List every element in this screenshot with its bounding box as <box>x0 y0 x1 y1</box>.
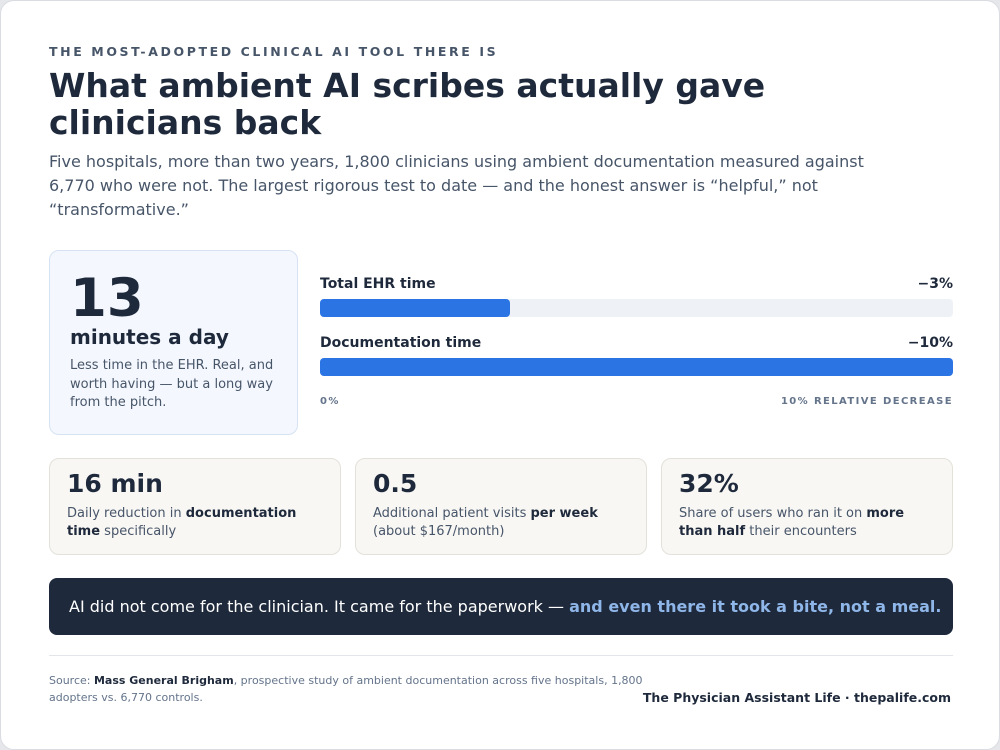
eyebrow-label: THE MOST-ADOPTED CLINICAL AI TOOL THERE … <box>49 44 499 59</box>
stat-card-usage: 32% Share of users who ran it on more th… <box>661 458 953 555</box>
bar-label: Documentation time <box>320 335 482 351</box>
bar-fill <box>320 358 953 376</box>
brand-credit: The Physician Assistant Life · thepalife… <box>642 690 951 705</box>
banner-text: AI did not come for the clinician. It ca… <box>69 597 570 616</box>
stat-description: Daily reduction in documentation time sp… <box>67 506 297 539</box>
axis-min-label: 0% <box>320 396 340 407</box>
stat-card-documentation: 16 min Daily reduction in documentation … <box>49 458 341 555</box>
bar-row-total-ehr: Total EHR time −3% <box>320 275 953 334</box>
page-title: What ambient AI scribes actually gave cl… <box>49 66 766 142</box>
stat-value: 16 min <box>67 469 163 498</box>
hero-stat-card: 13 minutes a day Less time in the EHR. R… <box>49 250 298 435</box>
bar-fill <box>320 299 510 317</box>
source-note: Source: Mass General Brigham, prospectiv… <box>49 674 643 704</box>
stat-card-visits: 0.5 Additional patient visits per week (… <box>355 458 647 555</box>
bar-track <box>320 299 953 317</box>
footer-divider <box>49 655 953 656</box>
hero-description: Less time in the EHR. Real, and worth ha… <box>70 358 274 410</box>
stat-description: Share of users who ran it on more than h… <box>679 506 905 539</box>
hero-unit: minutes a day <box>70 325 229 349</box>
stat-value: 32% <box>679 469 739 498</box>
bar-value-label: −10% <box>907 335 953 351</box>
banner-highlight: and even there it took a bite, not a mea… <box>569 597 942 616</box>
takeaway-banner: AI did not come for the clinician. It ca… <box>49 578 953 635</box>
stat-description: Additional patient visits per week (abou… <box>373 506 598 539</box>
bar-track <box>320 358 953 376</box>
page-subtitle: Five hospitals, more than two years, 1,8… <box>49 152 864 219</box>
bar-label: Total EHR time <box>320 276 436 292</box>
hero-number: 13 <box>70 268 144 329</box>
bar-row-documentation: Documentation time −10% <box>320 334 953 393</box>
stat-value: 0.5 <box>373 469 418 498</box>
axis-max-label: 10% RELATIVE DECREASE <box>780 396 953 407</box>
bar-chart: Total EHR time −3% Documentation time −1… <box>320 275 953 393</box>
bar-value-label: −3% <box>917 276 954 292</box>
